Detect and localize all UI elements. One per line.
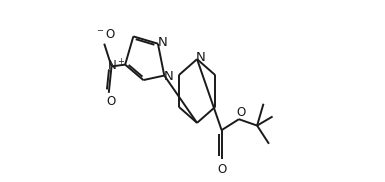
Text: O: O — [237, 106, 246, 119]
Text: N: N — [196, 51, 206, 64]
Text: $^-$O: $^-$O — [95, 28, 116, 41]
Text: N: N — [164, 70, 174, 83]
Text: N: N — [157, 36, 167, 49]
Text: O: O — [217, 163, 226, 176]
Text: O: O — [106, 94, 115, 108]
Text: N$^+$: N$^+$ — [107, 59, 125, 74]
